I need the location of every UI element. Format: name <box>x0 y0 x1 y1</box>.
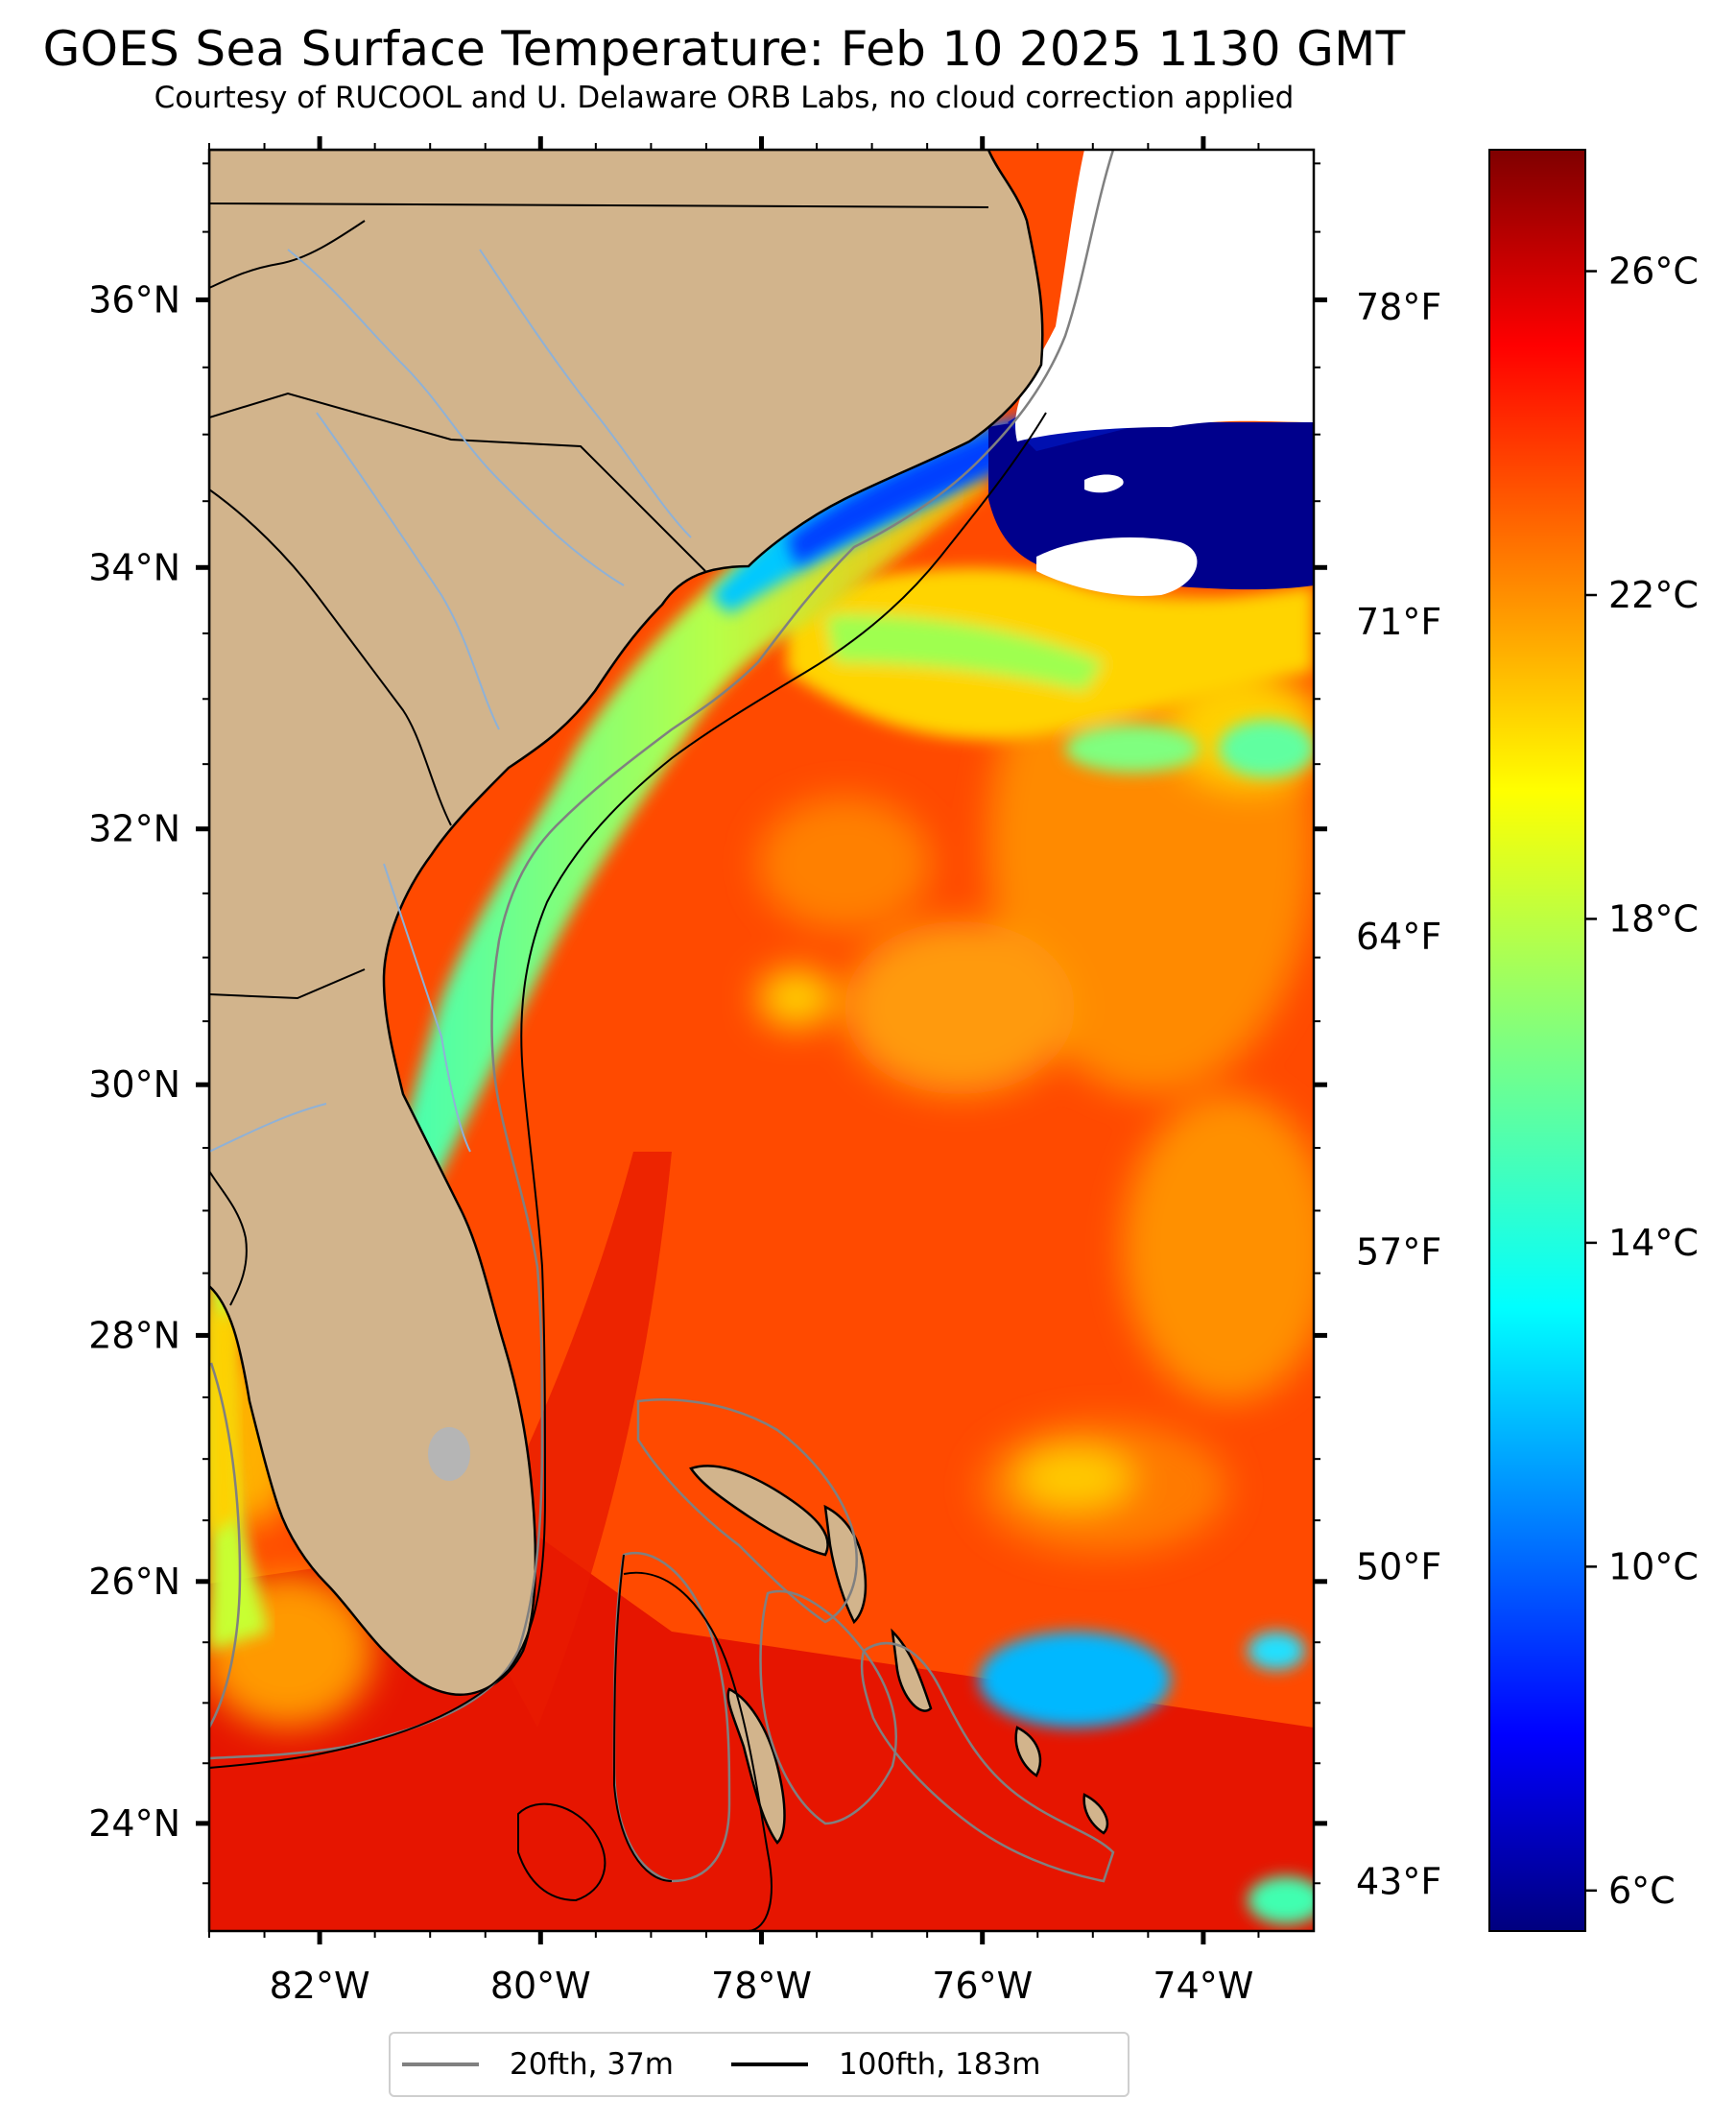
colorbar-label: 10°C <box>1608 1545 1699 1587</box>
missing-data-north <box>960 150 1314 441</box>
fahrenheit-label: 71°F <box>1356 601 1441 643</box>
isobath-100fth <box>209 412 1047 1931</box>
colorbar-label: 26°C <box>1608 250 1699 293</box>
lat-label: 28°N <box>88 1314 180 1356</box>
lon-label: 82°W <box>270 1965 370 2007</box>
legend-label-20fth: 20fth, 37m <box>510 2047 674 2082</box>
latitude-labels: 36°N 34°N 32°N 30°N 28°N 26°N 24°N <box>88 278 180 1844</box>
legend-item-20fth: 20fth, 37m <box>402 2047 674 2082</box>
bathymetry-legend: 20fth, 37m 100fth, 183m <box>389 2032 1130 2097</box>
map-area <box>209 150 1314 1931</box>
fahrenheit-label: 57°F <box>1356 1230 1441 1273</box>
cloud-patch <box>1036 537 1198 596</box>
bahamas <box>689 1465 1109 1845</box>
colorbar-label: 6°C <box>1608 1870 1676 1912</box>
lat-label: 32°N <box>88 808 180 850</box>
lat-label: 26°N <box>88 1561 180 1603</box>
map-axis-ticks <box>196 136 1327 1944</box>
legend-label-100fth: 100fth, 183m <box>838 2047 1041 2082</box>
lat-label: 36°N <box>88 278 180 321</box>
shelf-cool-water <box>384 432 988 1248</box>
lat-label: 24°N <box>88 1802 180 1845</box>
lat-label: 30°N <box>88 1063 180 1106</box>
state-borders <box>209 203 989 1000</box>
fahrenheit-label: 50°F <box>1356 1545 1441 1587</box>
fahrenheit-labels: 78°F 71°F 64°F 57°F 50°F 43°F <box>1356 286 1441 1902</box>
colorbar-ticks: 26°C 22°C 18°C 14°C 10°C 6°C <box>1585 250 1699 1912</box>
longitude-labels: 82°W 80°W 78°W 76°W 74°W <box>270 1965 1254 2007</box>
sst-eddies <box>209 595 1314 1728</box>
land-southeast-us <box>209 150 1044 1697</box>
lake-okeechobee <box>428 1427 470 1481</box>
colorbar-label: 14°C <box>1608 1222 1699 1264</box>
lon-label: 80°W <box>490 1965 591 2007</box>
lon-label: 76°W <box>932 1965 1033 2007</box>
colorbar-label: 18°C <box>1608 897 1699 940</box>
legend-line-black <box>730 2062 808 2066</box>
legend-item-100fth: 100fth, 183m <box>730 2047 1041 2082</box>
legend-line-gray <box>402 2062 479 2066</box>
colorbar-label: 22°C <box>1608 574 1699 616</box>
lon-label: 78°W <box>711 1965 812 2007</box>
map-title: GOES Sea Surface Temperature: Feb 10 202… <box>42 21 1406 77</box>
cool-front <box>787 567 1314 1924</box>
colorbar <box>1488 149 1586 1932</box>
fahrenheit-label: 64°F <box>1356 916 1441 958</box>
lat-label: 34°N <box>88 546 180 588</box>
lon-label: 74°W <box>1153 1965 1253 2007</box>
fahrenheit-label: 78°F <box>1356 286 1441 328</box>
map-subtitle: Courtesy of RUCOOL and U. Delaware ORB L… <box>154 81 1295 115</box>
rivers <box>209 249 692 1153</box>
fahrenheit-label: 43°F <box>1356 1860 1441 1902</box>
